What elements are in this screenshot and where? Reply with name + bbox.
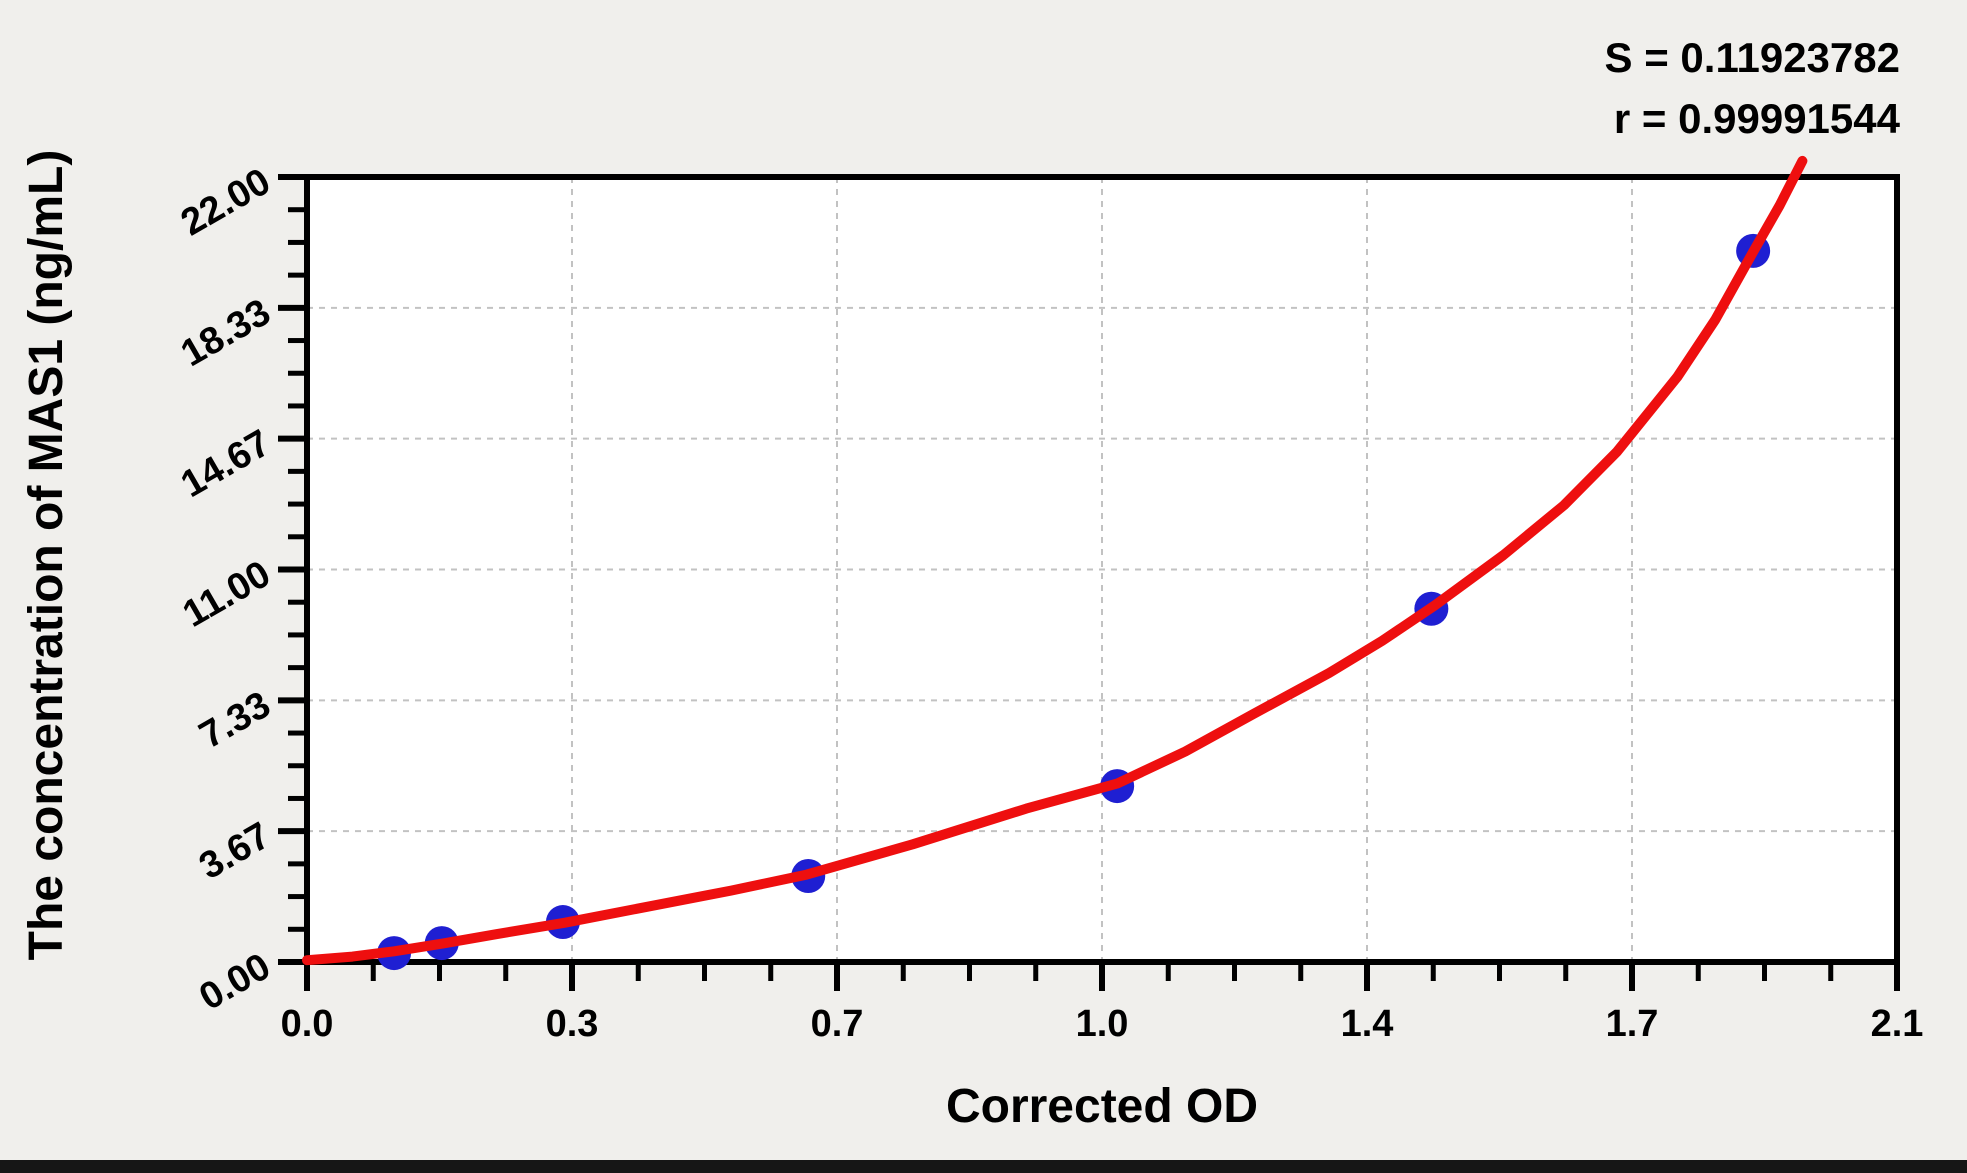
- y-tick-label: 18.33: [174, 291, 277, 375]
- x-tick-label: 0.7: [811, 1003, 864, 1045]
- x-tick-label: 2.1: [1871, 1003, 1924, 1045]
- x-tick-label: 0.0: [281, 1003, 334, 1045]
- y-axis-title: The concentration of MAS1 (ng/mL): [20, 150, 73, 961]
- fit-curve: [302, 155, 1808, 966]
- bottom-edge-bar: [0, 1160, 1967, 1173]
- x-axis-title: Corrected OD: [946, 1080, 1258, 1133]
- y-tick-label: 22.00: [174, 160, 277, 244]
- y-tick-label: 0.00: [192, 945, 277, 1018]
- stat-s-value: S = 0.11923782: [1605, 34, 1900, 81]
- y-tick-label: 7.33: [192, 684, 277, 757]
- y-tick-label: 11.00: [176, 553, 278, 636]
- x-tick-label: 1.4: [1341, 1003, 1394, 1045]
- y-tick-label: 14.67: [174, 422, 277, 506]
- x-tick-label: 0.3: [546, 1003, 599, 1045]
- x-tick-label: 1.0: [1076, 1003, 1129, 1045]
- stat-r-value: r = 0.99991544: [1614, 95, 1901, 142]
- x-tick-label: 1.7: [1606, 1003, 1659, 1045]
- axis-box: [304, 174, 1900, 965]
- y-tick-label: 3.67: [192, 815, 277, 888]
- plot-area: 0.0 0.3 0.7 1.0 1.4 1.7 2.1 0.00 3.67 7.33 11.00 14…: [174, 155, 1924, 1045]
